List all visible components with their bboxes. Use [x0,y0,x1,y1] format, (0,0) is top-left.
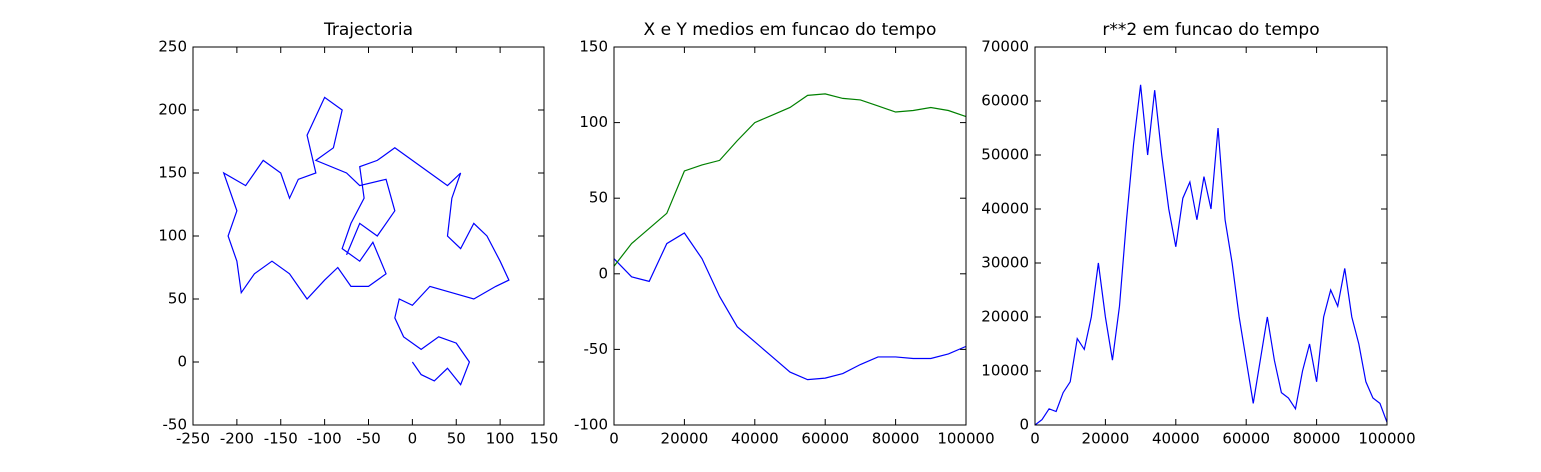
x-tick-label: 20000 [1082,430,1130,448]
x-tick-label: 80000 [872,430,920,448]
y-tick-label: 250 [158,38,187,56]
y-tick-label: 0 [598,264,608,282]
x-tick-label: 100 [486,430,515,448]
y-tick-label: 50 [168,290,187,308]
x-tick-label: 100000 [937,430,994,448]
x-tick-label: -250 [176,430,210,448]
y-tick-label: 20000 [981,308,1029,326]
x-tick-label: -100 [308,430,342,448]
x-tick-label: 60000 [1222,430,1270,448]
y-tick-label: 150 [158,164,187,182]
y-tick-label: 100 [579,113,608,131]
data-line [613,232,967,381]
axes-frame [613,46,967,426]
y-tick-label: -50 [163,416,188,434]
x-tick-label: 80000 [1293,430,1341,448]
y-tick-label: 50 [589,189,608,207]
x-tick-label: 100000 [1358,430,1415,448]
chart-title: r**2 em funcao do tempo [1102,20,1319,40]
chart-title: Trajectoria [323,20,413,40]
y-tick-label: -50 [584,340,609,358]
x-tick-label: 0 [609,430,619,448]
chart-title: X e Y medios em funcao do tempo [644,20,937,40]
y-tick-label: 30000 [981,254,1029,272]
x-tick-label: 0 [1030,430,1040,448]
x-tick-label: 40000 [1152,430,1200,448]
axes-frame [1034,46,1388,426]
y-tick-label: 50000 [981,146,1029,164]
y-tick-label: 70000 [981,38,1029,56]
x-tick-label: -200 [220,430,254,448]
x-tick-label: 150 [530,430,559,448]
y-tick-label: 0 [177,353,187,371]
y-tick-label: 150 [579,38,608,56]
x-tick-label: 20000 [661,430,709,448]
x-tick-label: -150 [264,430,298,448]
x-tick-label: 50 [447,430,466,448]
y-tick-label: 200 [158,101,187,119]
y-tick-label: 40000 [981,200,1029,218]
x-tick-label: 40000 [731,430,779,448]
y-tick-label: -100 [574,416,608,434]
x-tick-label: 0 [408,430,418,448]
x-tick-label: 60000 [801,430,849,448]
y-tick-label: 0 [1019,416,1029,434]
axes-frame [192,46,545,426]
x-tick-label: -50 [356,430,381,448]
data-line [222,96,510,386]
y-tick-label: 60000 [981,92,1029,110]
y-tick-label: 10000 [981,362,1029,380]
y-tick-label: 100 [158,227,187,245]
data-line [1034,84,1388,426]
data-line [613,93,967,267]
